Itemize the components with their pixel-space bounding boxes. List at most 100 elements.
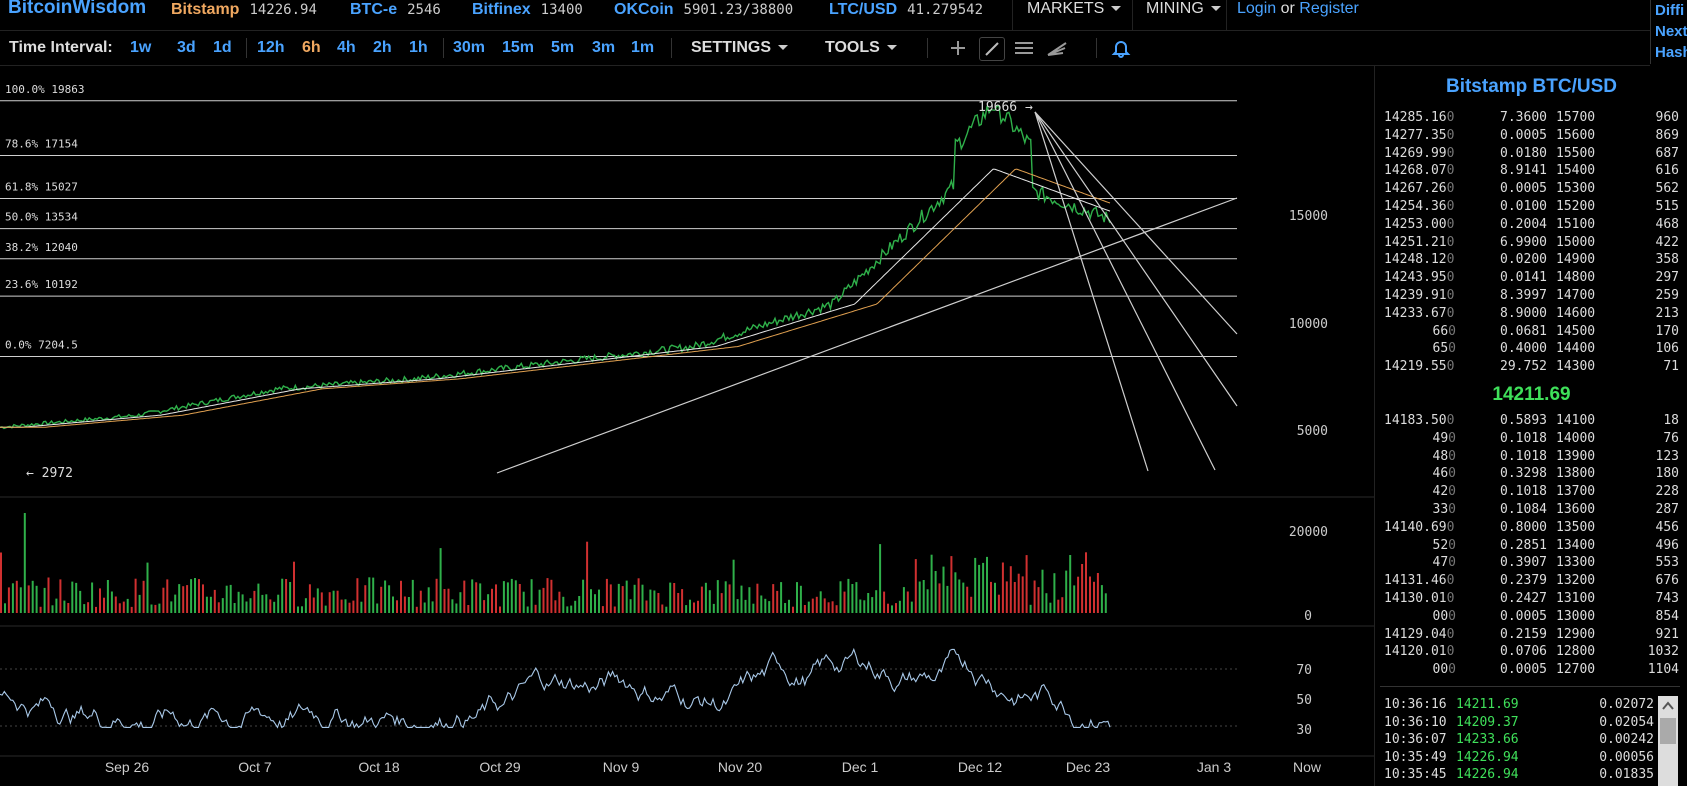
price-cell: 420 bbox=[1384, 483, 1456, 501]
depth-price-cell: 13200 bbox=[1556, 573, 1596, 589]
volume-bar bbox=[990, 581, 992, 613]
depth-price-cell: 15200 bbox=[1556, 199, 1596, 214]
interval-1w[interactable]: 1w bbox=[130, 39, 152, 56]
crosshair-icon[interactable] bbox=[946, 37, 970, 59]
volume-bar bbox=[443, 589, 446, 613]
scroll-up-icon[interactable] bbox=[1658, 696, 1678, 716]
amount-cell: 0.0100 bbox=[1500, 199, 1547, 214]
fan-line[interactable] bbox=[1034, 111, 1238, 407]
trendline[interactable] bbox=[496, 197, 1238, 474]
interval-2h[interactable]: 2h bbox=[373, 39, 392, 56]
volume-bar bbox=[665, 606, 668, 613]
next-label[interactable]: Next bbox=[1655, 23, 1687, 40]
ticker-bitstamp[interactable]: Bitstamp 14226.94 bbox=[171, 0, 317, 30]
depth-price-cell: 14700 bbox=[1556, 288, 1596, 303]
volume-bar bbox=[51, 605, 54, 613]
interval-1d[interactable]: 1d bbox=[213, 39, 232, 56]
mining-menu[interactable]: MINING bbox=[1146, 0, 1221, 30]
volume-bar bbox=[910, 601, 913, 613]
difficulty-label[interactable]: Diffi bbox=[1655, 2, 1685, 19]
volume-bar bbox=[879, 544, 882, 613]
site-logo[interactable]: BitcoinWisdom bbox=[8, 0, 147, 18]
interval-1h[interactable]: 1h bbox=[409, 39, 428, 56]
fib-retracement-layer[interactable]: 100.0% 19863 78.6% 17154 61.8% 15027 50.0% … bbox=[0, 83, 1237, 357]
price-value: 46 bbox=[1432, 466, 1449, 482]
interval-6h[interactable]: 6h bbox=[302, 39, 321, 56]
ticker-label: BTC-e bbox=[350, 1, 398, 18]
volume-bar bbox=[609, 584, 612, 613]
amount-cell: 8.3997 bbox=[1500, 288, 1547, 303]
price-value: 00 bbox=[1432, 662, 1449, 678]
fib-level-label: 23.6% 10192 bbox=[5, 278, 78, 291]
x-axis-label: Nov 20 bbox=[718, 759, 763, 775]
fan-tool-icon[interactable] bbox=[1045, 37, 1069, 59]
amount-cell: 7.3600 bbox=[1500, 110, 1547, 125]
interval-5m[interactable]: 5m bbox=[551, 39, 575, 56]
volume-bar bbox=[166, 579, 169, 613]
volume-bar bbox=[839, 581, 842, 613]
volume-bar bbox=[736, 599, 739, 613]
volume-bar bbox=[978, 564, 981, 613]
settings-menu[interactable]: SETTINGS bbox=[691, 39, 789, 57]
hashrate-label[interactable]: Hash bbox=[1655, 44, 1687, 61]
interval-15m[interactable]: 15m bbox=[502, 39, 535, 56]
volume-bar bbox=[209, 596, 212, 613]
volume-bar bbox=[83, 604, 86, 613]
volume-bar bbox=[772, 584, 775, 613]
depth-price-cell: 13500 bbox=[1556, 519, 1596, 535]
amount-cell: 8.9141 bbox=[1500, 163, 1547, 179]
orderbook-title[interactable]: Bitstamp BTC/USD bbox=[1445, 76, 1617, 97]
ticker-btce[interactable]: BTC-e 2546 bbox=[350, 0, 441, 30]
fib-tool-icon[interactable] bbox=[1012, 37, 1036, 59]
depth-sum-cell: 515 bbox=[1655, 199, 1679, 214]
trades-scrollbar[interactable] bbox=[1658, 696, 1678, 786]
volume-tick: 0 bbox=[1304, 609, 1312, 624]
trendlines[interactable] bbox=[496, 111, 1238, 474]
volume-bar bbox=[237, 591, 240, 613]
x-axis-label: Oct 29 bbox=[479, 759, 520, 775]
ticker-bitfinex[interactable]: Bitfinex 13400 bbox=[472, 0, 583, 30]
volume-bar bbox=[352, 600, 355, 613]
fan-line[interactable] bbox=[1034, 111, 1149, 472]
volume-bar bbox=[950, 556, 953, 613]
volume-bar bbox=[550, 579, 553, 613]
fan-line[interactable] bbox=[1034, 111, 1238, 335]
interval-1m[interactable]: 1m bbox=[631, 39, 655, 56]
line-tool-icon[interactable] bbox=[979, 37, 1005, 61]
volume-bar bbox=[269, 599, 272, 613]
scroll-thumb[interactable] bbox=[1660, 718, 1676, 744]
volume-bar bbox=[704, 582, 707, 613]
ticker-ltcusd[interactable]: LTC/USD 41.279542 bbox=[829, 0, 983, 30]
volume-bar bbox=[506, 582, 509, 613]
volume-bar bbox=[796, 582, 798, 613]
interval-12h[interactable]: 12h bbox=[257, 39, 285, 56]
register-link[interactable]: Register bbox=[1299, 0, 1359, 17]
interval-4h[interactable]: 4h bbox=[337, 39, 356, 56]
volume-bar bbox=[1045, 593, 1048, 613]
volume-bar bbox=[613, 606, 616, 613]
volume-bar bbox=[415, 606, 418, 613]
fan-line[interactable] bbox=[1034, 111, 1216, 471]
price-suffix: 0 bbox=[1446, 519, 1455, 535]
ticker-okcoin[interactable]: OKCoin 5901.23/38800 bbox=[614, 0, 793, 30]
volume-bar bbox=[776, 590, 779, 613]
settings-label: SETTINGS bbox=[691, 39, 772, 56]
interval-30m[interactable]: 30m bbox=[453, 39, 486, 56]
amount-cell: 0.1084 bbox=[1500, 502, 1547, 517]
interval-3m[interactable]: 3m bbox=[592, 39, 616, 56]
volume-bar bbox=[162, 587, 165, 613]
volume-bar bbox=[348, 602, 351, 613]
price-tick: 5000 bbox=[1297, 424, 1328, 439]
tools-menu[interactable]: TOOLS bbox=[825, 39, 897, 57]
volume-bar bbox=[427, 587, 430, 613]
login-link[interactable]: Login bbox=[1237, 0, 1277, 17]
volume-bar bbox=[467, 605, 470, 613]
price-value: 14269.99 bbox=[1384, 145, 1447, 161]
volume-bar bbox=[182, 586, 185, 613]
volume-bar bbox=[245, 601, 248, 613]
markets-menu[interactable]: MARKETS bbox=[1027, 0, 1122, 30]
price-chart[interactable]: 100.0% 19863 78.6% 17154 61.8% 15027 50.0% … bbox=[0, 66, 1374, 786]
interval-3d[interactable]: 3d bbox=[177, 39, 196, 56]
volume-bar bbox=[332, 590, 335, 613]
alert-bell-icon[interactable] bbox=[1109, 37, 1133, 59]
